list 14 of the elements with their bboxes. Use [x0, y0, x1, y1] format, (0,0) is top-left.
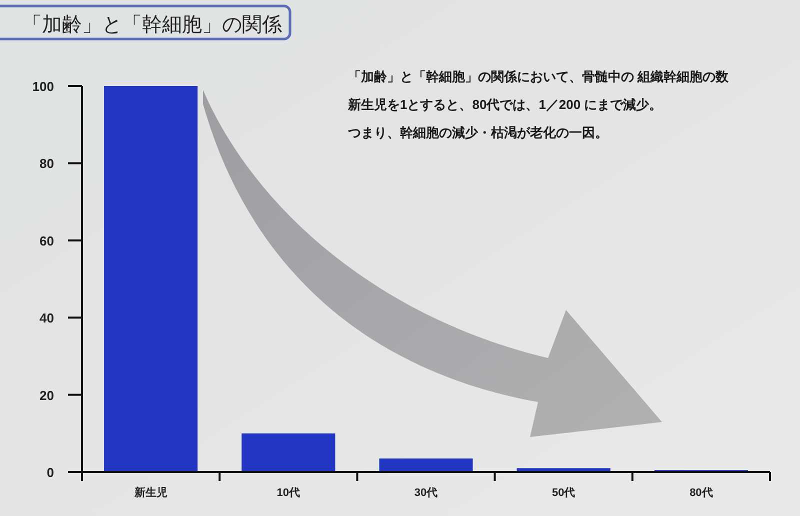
- y-tick-label: 80: [40, 156, 54, 172]
- x-tick-label: 10代: [276, 487, 300, 499]
- title: 「加齢」と「幹細胞」の関係: [0, 4, 292, 40]
- x-tick-label: 50代: [552, 487, 576, 499]
- x-tick-label: 80代: [690, 487, 713, 499]
- note: 「加齢」と「幹細胞」の関係において、骨髄中の 組織幹細胞の数 新生児を1とすると、80代では、1／200 にまで減少。 つまり、幹細胞の減少・枯渇が老化の一因。: [348, 69, 729, 140]
- chart-title: 「加齢」と「幹細胞」の関係: [22, 14, 282, 36]
- y-tick-label: 60: [40, 233, 54, 248]
- y-tick-label: 100: [32, 79, 54, 94]
- y-tick-label: 20: [40, 388, 54, 403]
- x-tick-label: 新生児: [133, 486, 168, 499]
- y-tick-label: 40: [40, 310, 54, 326]
- x-tick-label: 30代: [414, 487, 438, 499]
- y-tick-label: 0: [46, 465, 54, 480]
